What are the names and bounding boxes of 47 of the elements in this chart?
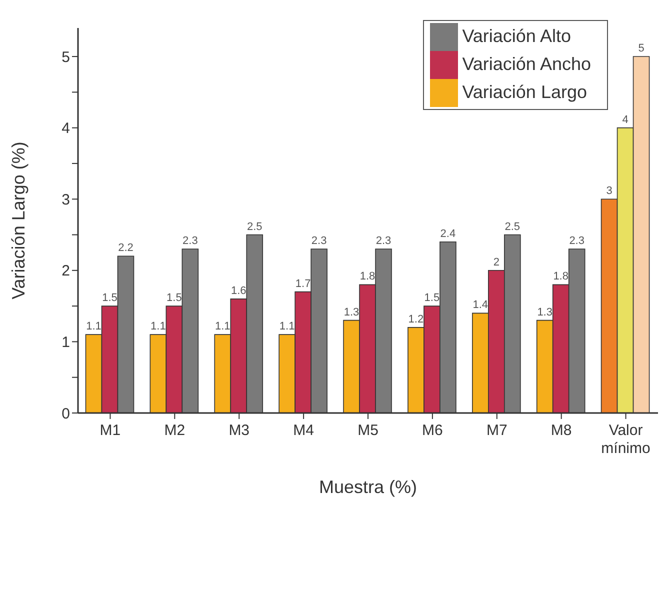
data-label: 1.4 xyxy=(472,299,488,312)
data-label: 4 xyxy=(622,114,628,126)
x-tick-label: Valor mínimo xyxy=(601,422,650,457)
data-label: 1.1 xyxy=(214,320,230,333)
data-label: 3 xyxy=(606,185,612,198)
x-tick-label: M7 xyxy=(486,422,508,439)
data-label: 1.1 xyxy=(86,320,102,333)
data-label: 1.3 xyxy=(537,306,552,318)
data-label: 1.1 xyxy=(279,320,295,333)
data-label: 1.8 xyxy=(360,270,376,283)
y-axis-title: Variación Largo (%) xyxy=(8,142,28,300)
data-label: 2.3 xyxy=(569,235,584,248)
data-label: 2.2 xyxy=(118,242,134,254)
y-tick-label: 3 xyxy=(62,191,70,208)
data-label: 1.3 xyxy=(344,306,360,318)
y-tick-label: 5 xyxy=(62,48,70,66)
data-label: 1.5 xyxy=(424,292,440,304)
x-tick-label: M8 xyxy=(550,422,572,439)
data-label: 2.5 xyxy=(246,220,262,233)
data-label: 1.8 xyxy=(553,270,568,283)
legend-label: Variación Largo xyxy=(462,82,587,102)
data-label: 2.4 xyxy=(440,228,456,240)
x-tick-label: M6 xyxy=(422,422,443,439)
data-label: 2 xyxy=(493,256,500,268)
y-tick-label: 2 xyxy=(62,262,70,280)
data-label: 2.3 xyxy=(311,235,327,248)
x-tick-label: M5 xyxy=(358,422,378,439)
x-tick-label: M1 xyxy=(100,422,121,439)
data-label: 1.2 xyxy=(408,313,424,326)
legend-label: Variación Alto xyxy=(462,26,571,46)
data-label: 1.7 xyxy=(295,278,311,290)
data-label: 2.3 xyxy=(376,235,392,248)
data-label: 1.6 xyxy=(230,284,246,297)
y-tick-label: 0 xyxy=(62,405,70,422)
x-tick-label: M2 xyxy=(164,422,186,439)
data-label: 5 xyxy=(638,42,644,55)
x-tick-label: M4 xyxy=(293,422,314,439)
data-label: 2.5 xyxy=(504,220,520,233)
y-tick-label: 1 xyxy=(62,334,70,352)
legend-label: Variación Ancho xyxy=(462,54,591,74)
data-label: 2.3 xyxy=(182,235,198,248)
x-tick-label: M3 xyxy=(228,422,250,439)
data-label: 1.5 xyxy=(166,292,182,304)
x-axis-title: Muestra (%) xyxy=(318,477,418,497)
data-label: 1.5 xyxy=(102,292,118,304)
y-tick-label: 4 xyxy=(62,120,70,138)
data-label: 1.1 xyxy=(150,320,166,333)
